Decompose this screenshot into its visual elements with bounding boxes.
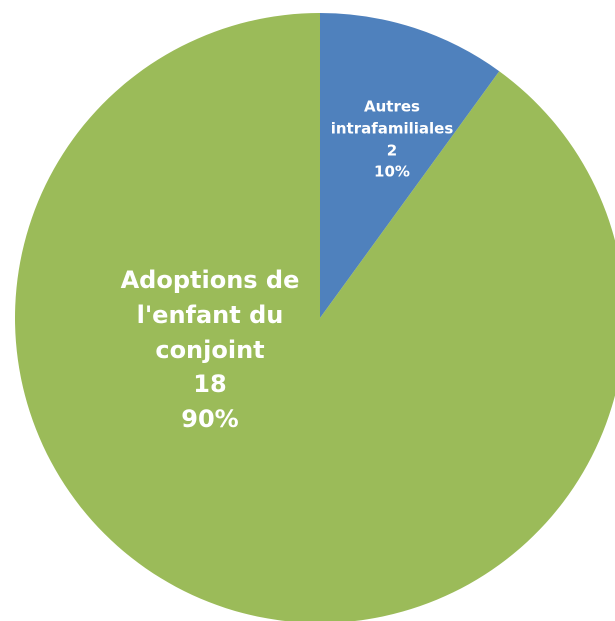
label-percent: 10% [374, 162, 410, 181]
label-category: Adoptions de l'enfant du conjoint [120, 266, 300, 364]
slice-label: Autres intrafamiliales 2 10% [317, 97, 467, 184]
label-value: 2 [386, 141, 398, 159]
label-category: Autres intrafamiliales [330, 97, 454, 138]
label-percent: 90% [181, 405, 239, 434]
label-value: 18 [193, 370, 227, 399]
slice-label: Adoptions de l'enfant du conjoint 18 90% [110, 263, 310, 437]
pie-slice [15, 13, 615, 621]
pie-slice [320, 13, 500, 318]
